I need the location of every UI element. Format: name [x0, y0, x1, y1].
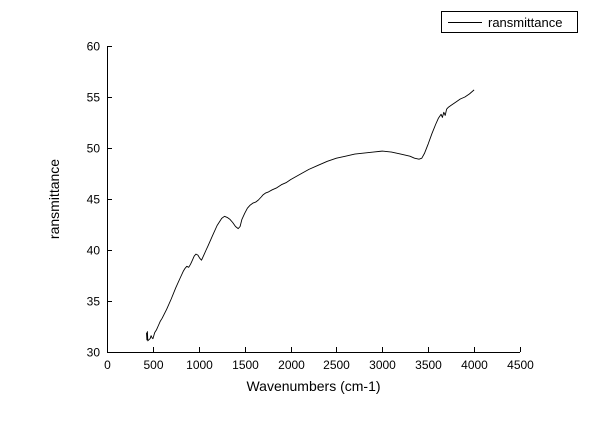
legend-line-sample: [448, 21, 482, 23]
y-tick-label: 45: [87, 193, 101, 207]
x-tick-label: 4000: [461, 358, 488, 372]
y-tick-label: 30: [87, 346, 101, 360]
x-tick-label: 2500: [323, 358, 350, 372]
y-axis-label: ransmittance: [46, 158, 62, 240]
x-tick-label: 4500: [507, 358, 534, 372]
x-tick-label: 500: [143, 358, 163, 372]
x-axis-label: Wavenumbers (cm-1): [246, 378, 381, 394]
legend-entry-transmittance: ransmittance: [488, 14, 563, 30]
y-tick-label: 35: [87, 295, 101, 309]
x-tick-label: 1000: [186, 358, 213, 372]
x-tick-label: 0: [104, 358, 111, 372]
x-tick-label: 1500: [232, 358, 259, 372]
y-tick-label: 50: [87, 142, 101, 156]
spectrum-line: [146, 89, 475, 342]
x-tick-label: 3500: [415, 358, 442, 372]
y-tick-label: 60: [87, 40, 101, 54]
y-tick-label: 55: [87, 91, 101, 105]
x-tick-label: 3000: [369, 358, 396, 372]
y-tick-label: 40: [87, 244, 101, 258]
x-tick-label: 2000: [278, 358, 305, 372]
legend: ransmittance: [441, 11, 578, 33]
